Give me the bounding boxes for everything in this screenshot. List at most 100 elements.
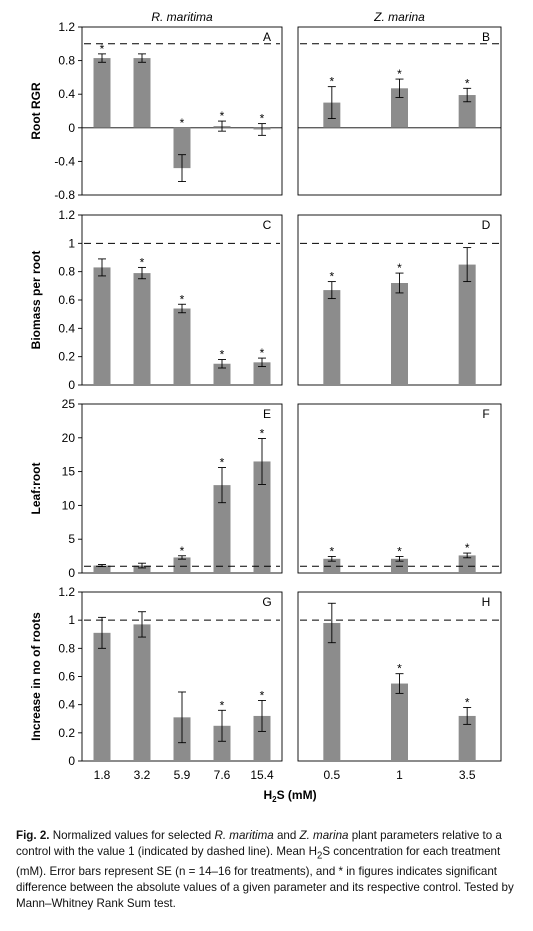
y-tick-label: 25 [62, 397, 76, 411]
y-tick-label: -0.8 [54, 188, 75, 202]
bar [173, 308, 191, 385]
significance-star: * [140, 255, 145, 269]
significance-star: * [220, 456, 225, 470]
caption-text-4: S concentration for each treatment (mM).… [16, 845, 514, 911]
significance-star: * [260, 688, 265, 702]
significance-star: * [397, 544, 402, 558]
bar [133, 624, 151, 761]
x-tick-label: 3.2 [134, 768, 151, 782]
bar [323, 558, 341, 573]
significance-star: * [397, 67, 402, 81]
significance-star: * [329, 270, 334, 284]
y-axis-label: Biomass per root [29, 251, 43, 350]
caption-species-2: Z. marina [299, 829, 349, 842]
x-tick-label: 1.8 [94, 768, 111, 782]
significance-star: * [397, 261, 402, 275]
bar [213, 485, 231, 573]
bar [458, 555, 476, 573]
significance-star: * [220, 698, 225, 712]
bar [253, 362, 271, 385]
y-tick-label: 1.2 [58, 208, 75, 222]
y-tick-label: 1 [68, 613, 75, 627]
y-tick-label: 0 [68, 378, 75, 392]
significance-star: * [100, 42, 105, 56]
significance-star: * [329, 544, 334, 558]
significance-star: * [260, 346, 265, 360]
significance-star: * [329, 75, 334, 89]
bar [323, 290, 341, 385]
significance-star: * [220, 348, 225, 362]
caption-text-1: Normalized values for selected [49, 829, 215, 842]
significance-star: * [220, 109, 225, 123]
x-axis-label: H2S (mM) [263, 788, 316, 804]
bar [458, 264, 476, 385]
bar [391, 88, 408, 128]
y-tick-label: 1 [68, 236, 75, 250]
bar [173, 557, 191, 573]
figure-caption: Fig. 2. Normalized values for selected R… [16, 828, 521, 912]
bar [93, 565, 111, 573]
bar [458, 95, 476, 128]
y-tick-label: 0.4 [58, 698, 75, 712]
y-tick-label: 0.6 [58, 293, 75, 307]
bar [93, 58, 111, 128]
panel-letter-c: C [263, 218, 272, 232]
y-tick-label: 15 [62, 465, 76, 479]
significance-star: * [465, 541, 470, 555]
y-tick-label: 20 [62, 431, 76, 445]
panel-letter-e: E [263, 407, 271, 421]
significance-star: * [465, 695, 470, 709]
caption-text-2: and [273, 829, 300, 842]
significance-star: * [397, 662, 402, 676]
significance-star: * [180, 544, 185, 558]
x-tick-label: 0.5 [323, 768, 340, 782]
y-tick-label: -0.4 [54, 154, 75, 168]
bar [391, 283, 408, 385]
bar [133, 273, 151, 385]
significance-star: * [260, 426, 265, 440]
panel-letter-d: D [482, 218, 491, 232]
caption-subscript: 2 [316, 850, 323, 862]
y-axis-label: Leaf:root [29, 463, 43, 515]
bar [323, 622, 341, 761]
panel-frame-b [297, 26, 502, 196]
x-tick-label: 5.9 [174, 768, 191, 782]
y-tick-label: 0.8 [58, 641, 75, 655]
bar [458, 715, 476, 761]
significance-star: * [180, 116, 185, 130]
significance-star: * [180, 292, 185, 306]
y-axis-label: Increase in no of roots [29, 612, 43, 741]
x-tick-label: 15.4 [250, 768, 274, 782]
y-tick-label: 0 [68, 121, 75, 135]
bar [213, 363, 231, 385]
chart-svg: R. maritima Z. marina 1.2 0.8 0.4 0 -0.4 -0.8 Ro… [29, 10, 502, 804]
panel-letter-h: H [482, 595, 491, 609]
bar [133, 565, 151, 573]
bar [93, 632, 111, 761]
bar [93, 267, 111, 385]
panel-letter-g: G [262, 595, 271, 609]
bar [391, 683, 408, 761]
caption-species-1: R. maritima [214, 829, 274, 842]
y-tick-label: 0.8 [58, 265, 75, 279]
y-tick-label: 0 [68, 754, 75, 768]
y-tick-label: 1.2 [58, 20, 75, 34]
bar [133, 58, 151, 128]
y-tick-label: 0.2 [58, 350, 75, 364]
y-tick-label: 10 [62, 498, 76, 512]
panel-letter-f: F [482, 407, 489, 421]
bar [213, 725, 231, 761]
y-tick-label: 0 [68, 566, 75, 580]
y-tick-label: 0.4 [58, 87, 75, 101]
caption-text-3: plant parameters relative to a control w… [16, 829, 502, 858]
y-tick-label: 0.8 [58, 54, 75, 68]
caption-label: Fig. 2. [16, 829, 50, 842]
bar [253, 715, 271, 761]
significance-star: * [260, 112, 265, 126]
y-axis-label: Root RGR [29, 82, 43, 140]
column-title-right: Z. marina [373, 10, 425, 24]
y-tick-label: 0.4 [58, 321, 75, 335]
bar [253, 461, 271, 573]
figure: R. maritima Z. marina 1.2 0.8 0.4 0 -0.4 -0.8 Ro… [29, 10, 502, 804]
column-title-left: R. maritima [151, 10, 213, 24]
